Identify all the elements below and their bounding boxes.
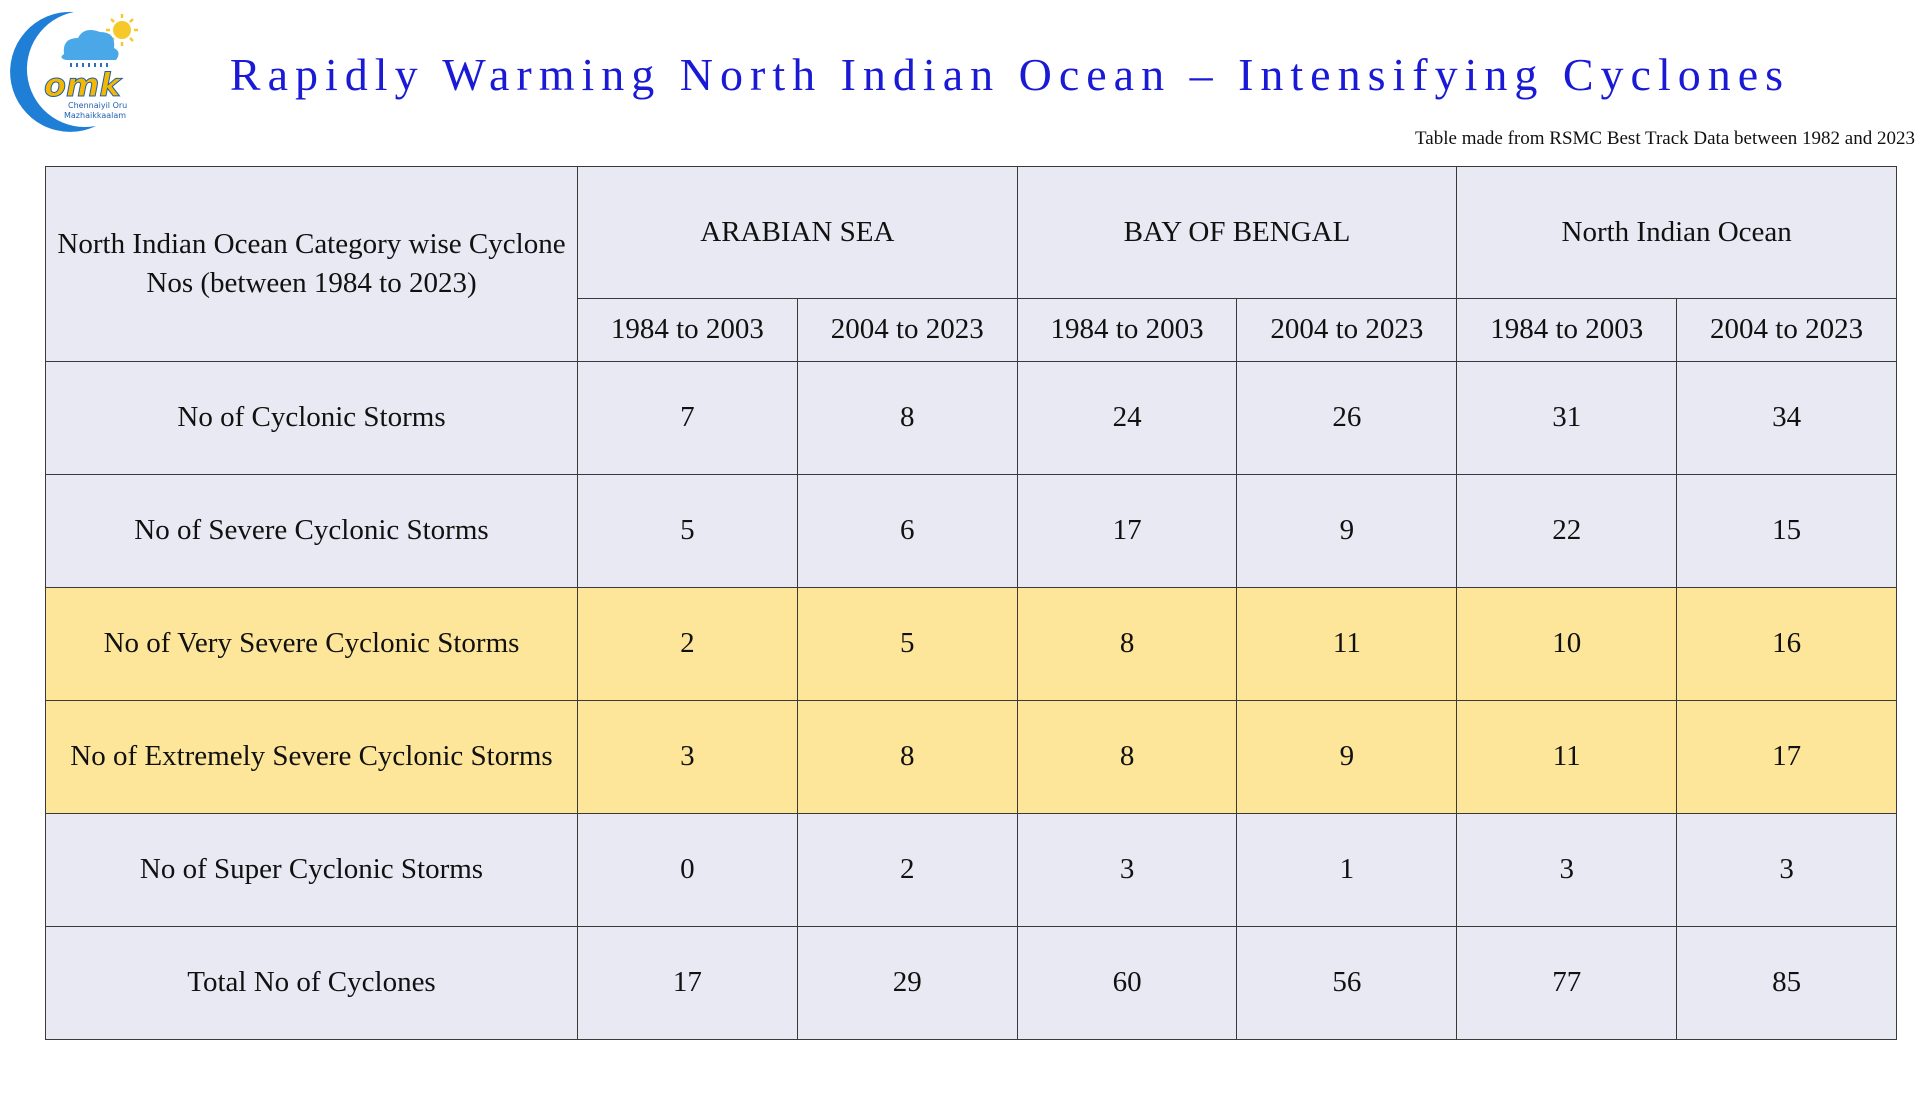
table-cell: 3 [1016,813,1238,927]
row-label: No of Super Cyclonic Storms [45,813,578,927]
period-header: 2004 to 2023 [796,298,1018,362]
table-cell: 0 [577,813,798,927]
row-label: No of Severe Cyclonic Storms [45,474,578,588]
row-label: No of Cyclonic Storms [45,361,578,475]
table-cell: 34 [1676,361,1897,475]
table-cell: 8 [1016,700,1238,814]
table-cell: 31 [1456,361,1678,475]
period-header: 2004 to 2023 [1236,298,1458,362]
region-header-north-indian-ocean: North Indian Ocean [1456,166,1897,299]
table-cell: 9 [1236,700,1458,814]
table-cell: 16 [1676,587,1897,701]
table-cell: 8 [1016,587,1238,701]
table-cell: 11 [1236,587,1458,701]
table-cell: 9 [1236,474,1458,588]
cyclone-table: North Indian Ocean Category wise Cyclone… [45,166,1897,1040]
row-label: Total No of Cyclones [45,926,578,1040]
table-cell: 17 [1676,700,1897,814]
region-header-row: North Indian Ocean Category wise Cyclone… [45,166,1897,362]
table-row-very-severe-cyclonic-storms: No of Very Severe Cyclonic Storms 2 5 8 … [45,587,1897,701]
table-cell: 3 [1456,813,1678,927]
table-cell: 2 [796,813,1018,927]
table-row-extremely-severe-cyclonic-storms: No of Extremely Severe Cyclonic Storms 3… [45,700,1897,814]
table-cell: 8 [796,361,1018,475]
region-header-arabian-sea: ARABIAN SEA [577,166,1018,299]
row-label: No of Very Severe Cyclonic Storms [45,587,578,701]
page-title: Rapidly Warming North Indian Ocean – Int… [229,49,1791,100]
logo-tagline-line2: Mazhaikkaalam [64,111,126,120]
table-row-severe-cyclonic-storms: No of Severe Cyclonic Storms 5 6 17 9 22… [45,474,1897,588]
region-header-bay-of-bengal: BAY OF BENGAL [1016,166,1458,299]
omk-logo-graphic: omk Chennaiyil Oru Mazhaikkaalam [10,11,138,132]
table-cell: 5 [577,474,798,588]
table-row-cyclonic-storms: No of Cyclonic Storms 7 8 24 26 31 34 [45,361,1897,475]
table-cell: 26 [1236,361,1458,475]
table-cell: 2 [577,587,798,701]
table-cell: 77 [1456,926,1678,1040]
table-cell: 24 [1016,361,1238,475]
table-cell: 60 [1016,926,1238,1040]
table-cell: 17 [1016,474,1238,588]
table-cell: 6 [796,474,1018,588]
table-cell: 1 [1236,813,1458,927]
table-cell: 7 [577,361,798,475]
table-cell: 10 [1456,587,1678,701]
table-cell: 11 [1456,700,1678,814]
logo-tagline-line1: Chennaiyil Oru [68,101,127,110]
table-cell: 3 [577,700,798,814]
corner-header: North Indian Ocean Category wise Cyclone… [45,166,578,362]
table-cell: 15 [1676,474,1897,588]
period-header: 2004 to 2023 [1676,298,1897,362]
table-row-super-cyclonic-storms: No of Super Cyclonic Storms 0 2 3 1 3 3 [45,813,1897,927]
table-cell: 8 [796,700,1018,814]
rain-drops-icon [70,63,108,67]
cloud-icon [61,30,119,60]
period-header-row: 1984 to 2003 2004 to 2023 1984 to 2003 2… [46,298,1897,362]
table-cell: 17 [577,926,798,1040]
period-header: 1984 to 2003 [1456,298,1678,362]
table-cell: 29 [796,926,1018,1040]
crescent-moon-icon [10,11,97,132]
table-row-total-cyclones: Total No of Cyclones 17 29 60 56 77 85 [45,926,1897,1040]
table-cell: 5 [796,587,1018,701]
period-header: 1984 to 2003 [577,298,798,362]
table-cell: 3 [1676,813,1897,927]
table-cell: 56 [1236,926,1458,1040]
logo-letters: omk [44,66,122,104]
source-note: Table made from RSMC Best Track Data bet… [1415,128,1915,149]
omk-logo: omk Chennaiyil Oru Mazhaikkaalam [4,8,140,134]
row-label: No of Extremely Severe Cyclonic Storms [45,700,578,814]
period-header: 1984 to 2003 [1016,298,1238,362]
table-cell: 22 [1456,474,1678,588]
table-cell: 85 [1676,926,1897,1040]
